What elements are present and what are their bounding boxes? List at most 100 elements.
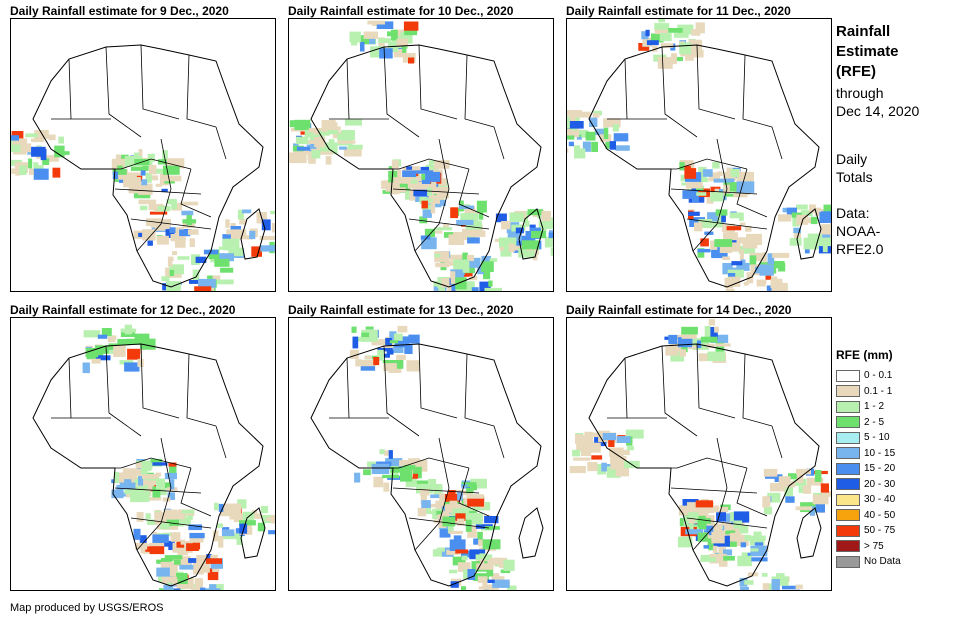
country-border	[686, 218, 768, 230]
rain-cell	[482, 577, 488, 587]
rain-cell	[402, 44, 407, 53]
rain-cell	[174, 556, 191, 566]
rain-cell	[688, 345, 697, 350]
rain-cell	[706, 196, 714, 204]
rain-cell	[591, 455, 603, 460]
rain-cell	[294, 119, 311, 131]
country-border	[398, 158, 470, 170]
rain-cell	[711, 531, 725, 544]
rain-cell	[793, 227, 801, 234]
rain-cell	[729, 532, 742, 542]
rain-cell	[140, 170, 146, 176]
rain-cell	[394, 187, 406, 193]
rain-cell	[715, 342, 725, 352]
country-border	[736, 467, 768, 517]
rain-cell	[31, 146, 46, 157]
legend-swatch	[836, 431, 860, 444]
rain-cell	[765, 272, 772, 280]
rain-cell	[770, 278, 783, 289]
rain-cell	[361, 332, 369, 338]
rain-cell	[386, 344, 404, 353]
rain-cell	[351, 40, 358, 46]
rain-cell	[173, 588, 181, 590]
rain-cell	[364, 355, 373, 359]
rain-cell	[750, 548, 759, 552]
africa-rainfall-svg	[567, 19, 831, 291]
rain-cell	[715, 209, 728, 216]
rain-cell	[443, 223, 449, 228]
rain-cell	[515, 227, 524, 234]
rain-cell	[448, 234, 465, 245]
rain-cell	[94, 345, 109, 354]
rain-cell	[155, 183, 162, 187]
rain-cell	[609, 141, 616, 150]
panel-title: Daily Rainfall estimate for 12 Dec., 202…	[10, 303, 236, 317]
rain-cell	[687, 512, 699, 524]
rain-cell	[478, 586, 490, 590]
rain-cell	[788, 473, 802, 480]
rain-cell	[252, 510, 258, 516]
rain-cell	[42, 158, 50, 165]
rain-cell	[416, 170, 434, 174]
rain-cell	[719, 506, 729, 513]
rain-cell	[569, 111, 576, 122]
rain-cell	[677, 24, 694, 35]
rain-cell	[207, 275, 213, 281]
rain-cell	[421, 174, 426, 180]
rain-cell	[25, 133, 38, 138]
rain-cell	[416, 483, 434, 494]
rain-cell	[795, 506, 813, 511]
rain-cell	[430, 203, 436, 214]
legend-label: 0 - 0.1	[864, 370, 893, 382]
country-border	[670, 188, 758, 195]
rain-cell	[479, 553, 486, 559]
rain-cell	[581, 446, 591, 456]
rain-cell	[452, 556, 466, 566]
rain-cell	[164, 472, 177, 480]
rain-cell	[613, 449, 630, 456]
rain-cell	[473, 538, 479, 545]
madagascar-outline	[518, 507, 544, 559]
rain-cell	[717, 171, 723, 177]
rain-cell	[485, 258, 498, 262]
rain-cell	[697, 248, 705, 258]
rain-cell	[406, 360, 420, 372]
rain-cell	[385, 338, 392, 346]
rain-cell	[608, 438, 615, 447]
rain-cell	[603, 127, 609, 139]
rain-cell	[739, 249, 744, 262]
legend-swatch	[836, 540, 860, 553]
legend-item: > 75	[836, 539, 964, 555]
rain-cell	[289, 120, 296, 128]
rain-cell	[377, 349, 384, 361]
rain-cell	[525, 231, 531, 243]
rain-cell	[728, 242, 741, 252]
rain-cell	[33, 162, 39, 166]
rain-cell	[126, 491, 133, 498]
rain-cell	[46, 155, 59, 162]
rain-cell	[688, 519, 695, 524]
rain-cell	[823, 204, 831, 212]
country-border	[180, 467, 212, 517]
rain-cell	[708, 319, 716, 326]
rain-cell	[33, 168, 49, 180]
rain-cell	[521, 240, 540, 250]
rain-cell	[762, 252, 767, 263]
rain-cell	[465, 220, 482, 230]
rain-cell	[400, 31, 413, 44]
country-border	[458, 467, 490, 517]
rain-cell	[195, 256, 207, 263]
rain-cell	[48, 134, 56, 141]
rain-cell	[350, 349, 359, 359]
rain-cell	[626, 446, 634, 451]
rain-cell	[506, 585, 517, 590]
rain-cell	[355, 359, 362, 367]
rain-cell	[239, 520, 256, 526]
rain-cell	[404, 466, 422, 479]
rain-cell	[295, 136, 309, 145]
rain-cell	[318, 130, 330, 136]
rain-cell	[723, 232, 738, 241]
rain-cell	[147, 484, 155, 491]
rain-cell	[483, 271, 491, 280]
rain-cell	[677, 536, 693, 548]
